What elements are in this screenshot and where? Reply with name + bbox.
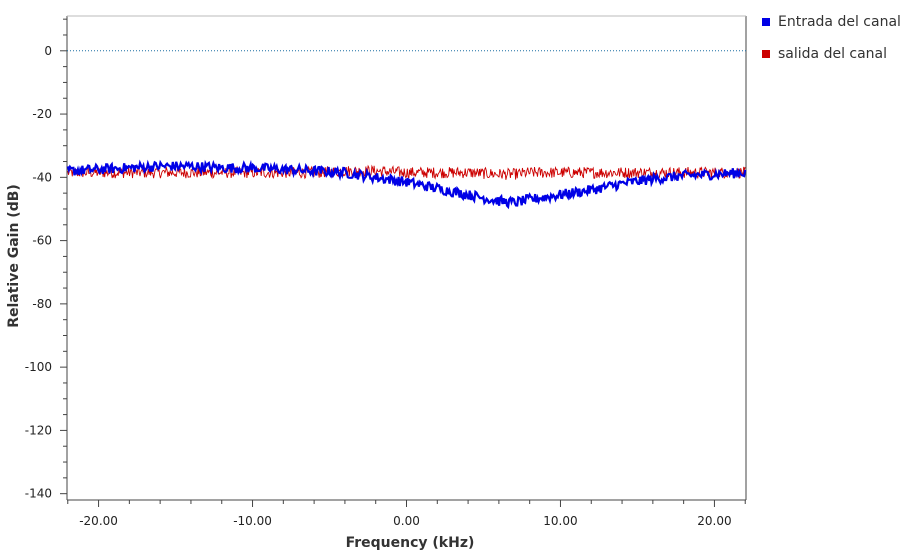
- y-tick-label: -100: [25, 360, 52, 374]
- x-tick-label: -20.00: [79, 514, 118, 528]
- y-tick-label: -20: [32, 107, 52, 121]
- legend: Entrada del canal salida del canal: [762, 14, 901, 78]
- series-layer: [66, 159, 747, 210]
- x-tick-label: 20.00: [697, 514, 731, 528]
- y-tick-label: -40: [32, 170, 52, 184]
- legend-swatch-salida: [762, 50, 770, 58]
- y-tick-label: -120: [25, 423, 52, 437]
- series-salida-line: [67, 164, 746, 180]
- legend-label-entrada: Entrada del canal: [778, 14, 901, 30]
- legend-item-entrada[interactable]: Entrada del canal: [762, 14, 901, 30]
- x-tick-label: -10.00: [233, 514, 272, 528]
- x-tick-label: 0.00: [393, 514, 420, 528]
- y-tick-label: -140: [25, 487, 52, 501]
- x-axis-title: Frequency (kHz): [346, 535, 475, 551]
- axes: 0 -20 -40 -60 -80 -100 -120 -140 -20.00 -10.00 0.0…: [25, 15, 747, 528]
- x-tick-label: 10.00: [543, 514, 577, 528]
- legend-swatch-entrada: [762, 18, 770, 26]
- y-tick-label: -80: [32, 297, 52, 311]
- legend-label-salida: salida del canal: [778, 46, 888, 62]
- series-entrada-line: [66, 159, 747, 210]
- y-tick-label: -60: [32, 234, 52, 248]
- y-tick-label: 0: [44, 44, 52, 58]
- legend-item-salida[interactable]: salida del canal: [762, 46, 901, 62]
- y-axis-title: Relative Gain (dB): [6, 184, 22, 328]
